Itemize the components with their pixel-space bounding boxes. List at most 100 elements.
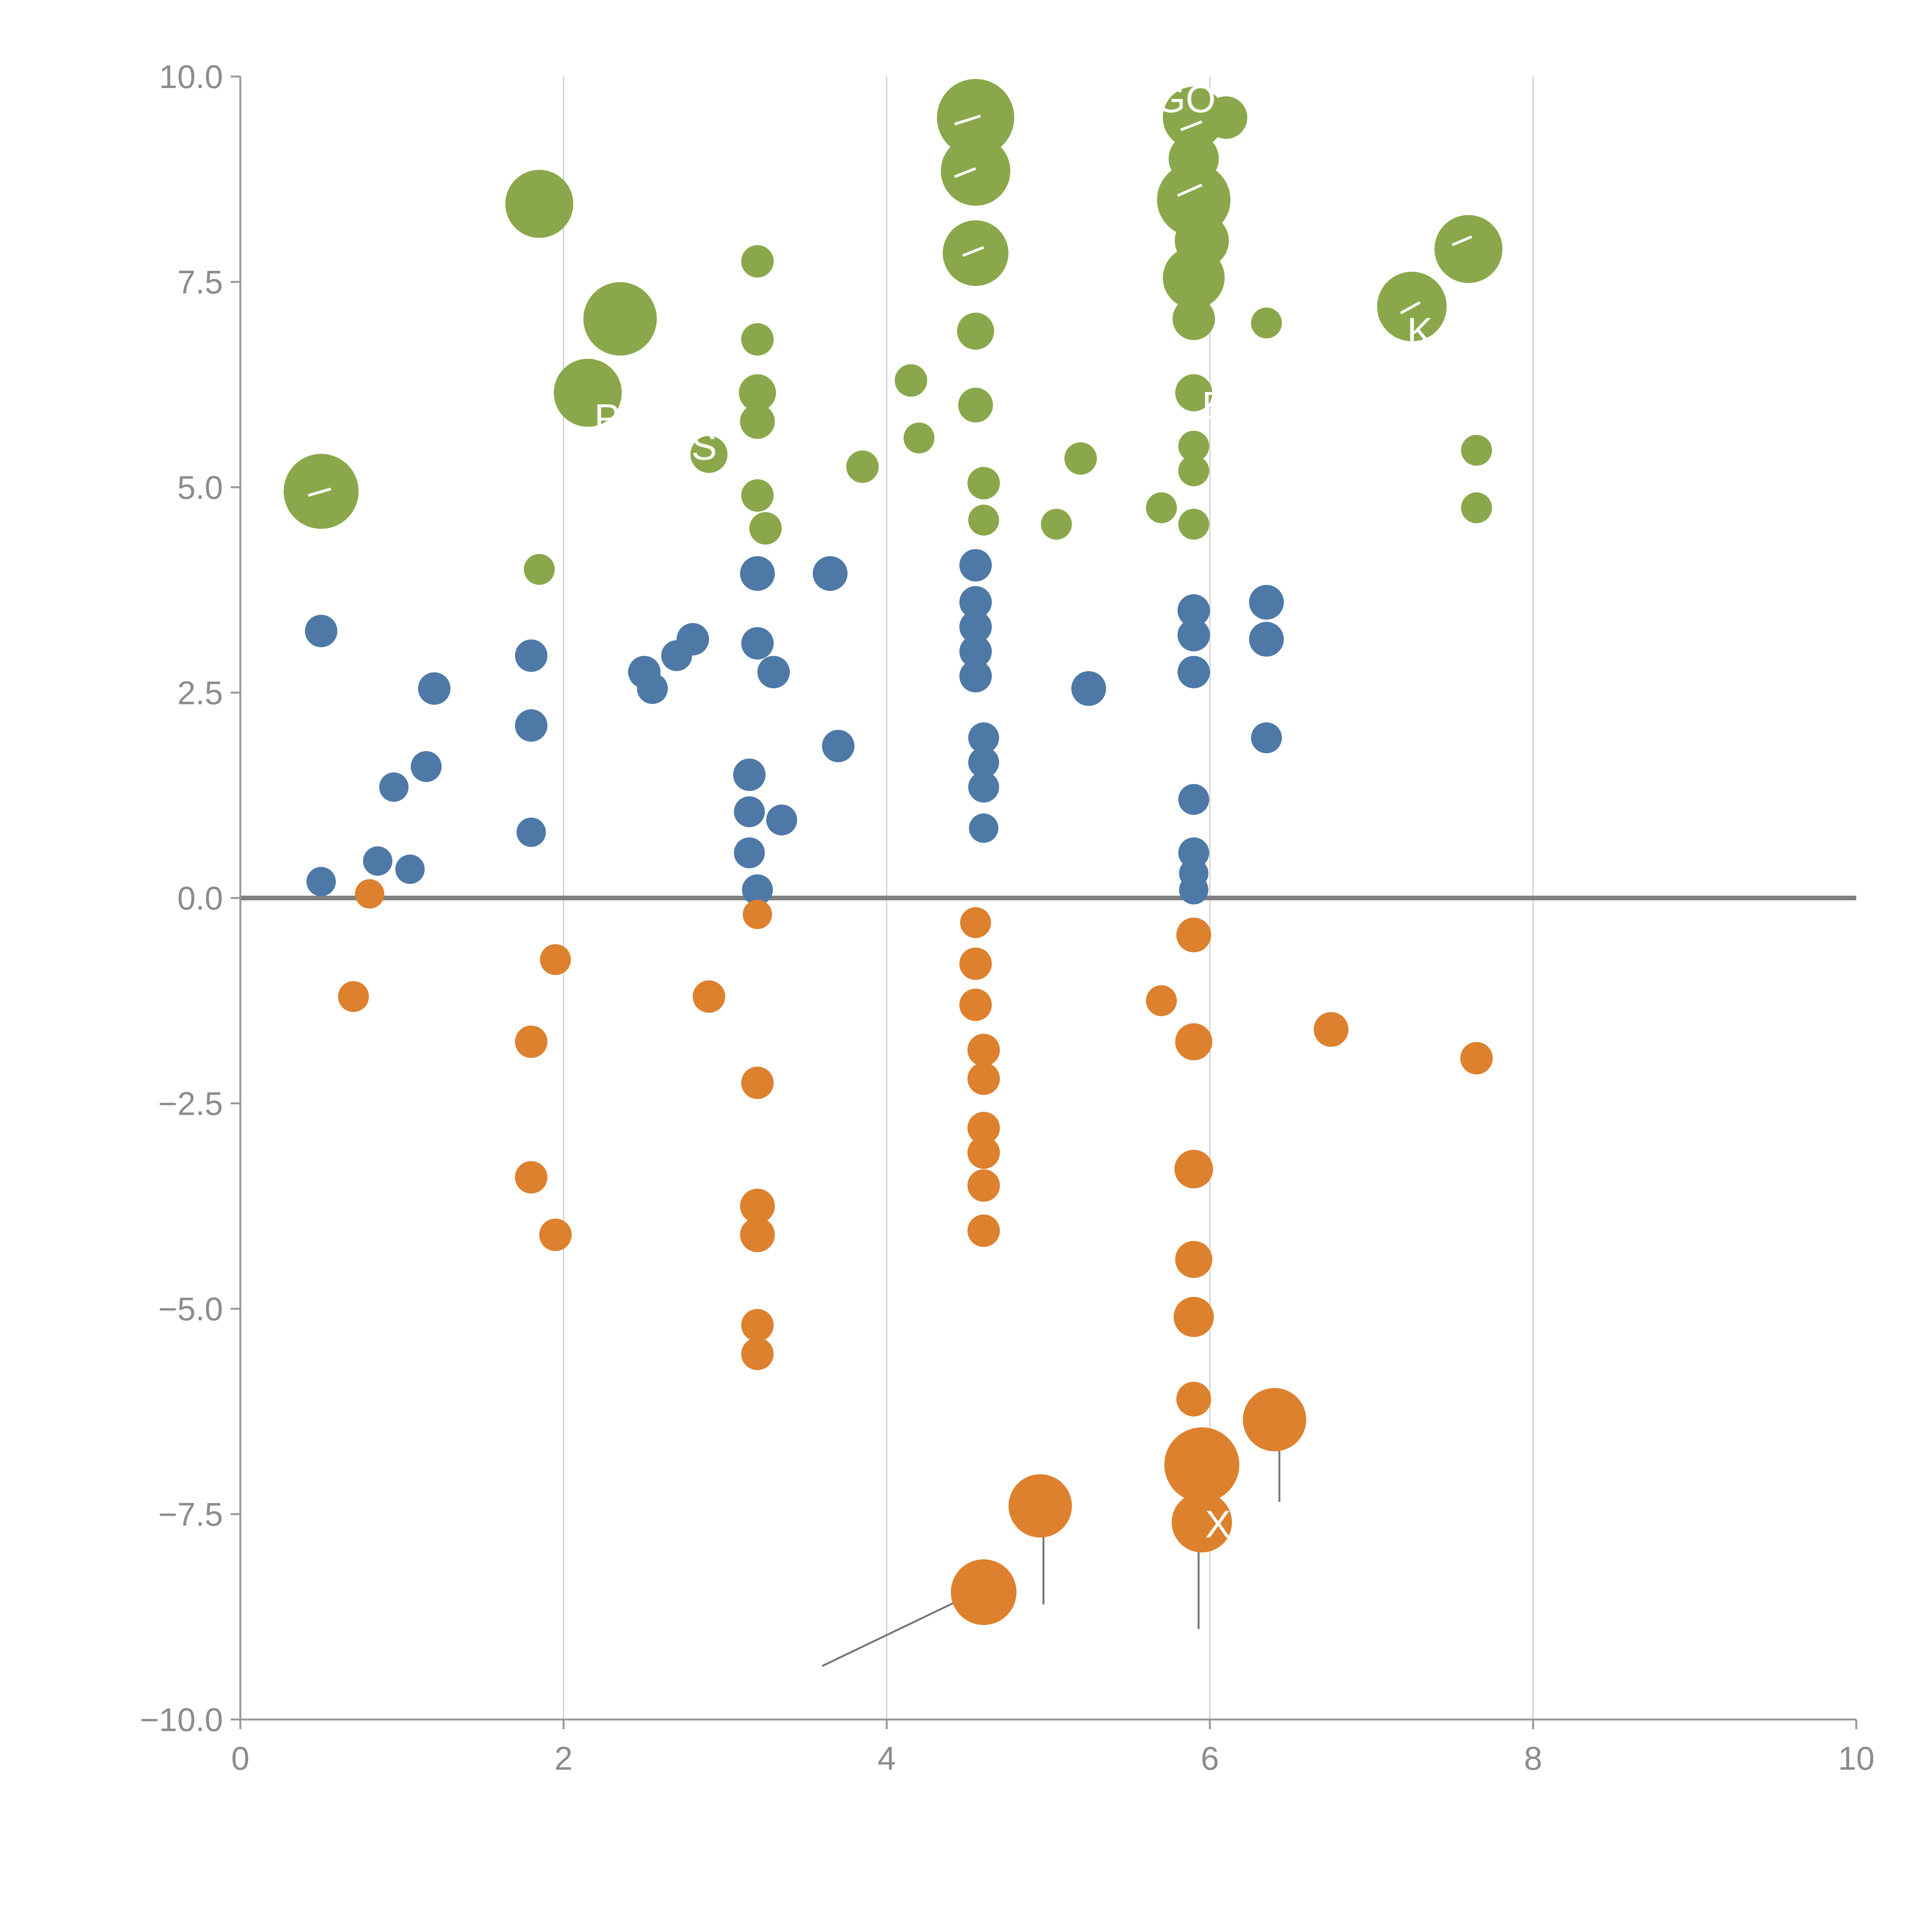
bubble-mark (954, 114, 981, 126)
y-tick-label: −10.0 (140, 1702, 223, 1738)
bubble-mark (1180, 120, 1202, 131)
data-point-blue (734, 796, 765, 827)
data-point-orange (959, 947, 992, 980)
data-point-blue (959, 549, 992, 582)
data-point-blue (1179, 875, 1209, 905)
data-point-blue (1249, 622, 1284, 657)
x-tick-label: 0 (231, 1740, 249, 1777)
y-tick-label: 7.5 (177, 264, 223, 301)
data-point-green (846, 450, 879, 483)
data-point-orange (967, 1062, 1000, 1095)
data-point-orange (1175, 1241, 1213, 1278)
data-point-green (1146, 492, 1177, 524)
data-point-orange (1009, 1474, 1072, 1538)
data-point-blue (969, 813, 998, 843)
data-point-green (1064, 442, 1097, 475)
data-point-green (741, 323, 774, 356)
data-point-blue (741, 627, 774, 660)
data-point-green (690, 435, 728, 473)
data-point-green (1205, 96, 1248, 139)
data-point-blue (968, 747, 999, 778)
y-tick-label: −7.5 (158, 1497, 223, 1533)
data-point-orange (540, 944, 571, 975)
bubble-mark (1400, 301, 1421, 315)
bubble-label: X (1205, 1503, 1231, 1546)
data-point-blue (734, 837, 765, 869)
data-point-orange (741, 1309, 774, 1342)
x-tick-label: 10 (1838, 1740, 1875, 1777)
bubble-label: P (594, 396, 620, 439)
data-point-blue (766, 804, 797, 836)
data-point-blue (306, 867, 336, 896)
data-point-orange (967, 1169, 1000, 1202)
data-point-orange (967, 1136, 1000, 1169)
data-point-blue (1249, 585, 1284, 620)
data-point-green (967, 467, 1000, 500)
data-point-blue (959, 635, 992, 668)
data-point-orange (539, 1218, 572, 1251)
data-point-green (895, 364, 927, 397)
data-point-green (958, 388, 993, 423)
data-point-blue (959, 611, 992, 643)
data-point-green (1461, 435, 1492, 466)
data-point-blue (515, 709, 548, 742)
data-point-orange (1460, 1042, 1493, 1075)
data-point-blue (676, 623, 709, 656)
data-point-green (1163, 87, 1225, 149)
bubble-mark (962, 246, 984, 257)
data-point-orange (967, 1214, 1000, 1247)
x-tick-label: 6 (1201, 1740, 1219, 1777)
data-point-orange (959, 988, 992, 1021)
leader-line (821, 1595, 968, 1667)
data-point-green (1178, 430, 1209, 462)
x-tick-label: 8 (1524, 1740, 1542, 1777)
data-point-green (739, 374, 776, 412)
data-point-green (1178, 509, 1209, 540)
data-point-orange (741, 1337, 774, 1370)
data-point-green (749, 512, 782, 545)
data-point-blue (305, 615, 338, 648)
data-point-blue (1251, 722, 1282, 753)
y-tick-label: 0.0 (177, 880, 223, 917)
data-point-orange (1174, 1150, 1213, 1189)
data-point-green (583, 282, 657, 356)
data-point-green (505, 170, 573, 238)
data-point-blue (742, 874, 773, 905)
data-point-orange (692, 980, 725, 1013)
data-point-green (942, 220, 1009, 286)
data-point-blue (395, 854, 425, 884)
data-point-orange (1146, 985, 1177, 1016)
data-point-green (1178, 455, 1209, 486)
data-point-orange (355, 879, 384, 909)
data-point-green (1175, 374, 1213, 412)
data-point-green (554, 359, 622, 427)
data-point-blue (1177, 619, 1210, 651)
data-point-blue (1177, 594, 1210, 627)
y-tick-label: 5.0 (177, 469, 223, 506)
data-point-green (903, 422, 935, 454)
data-point-blue (822, 730, 855, 762)
bubble-label: S (691, 425, 717, 468)
data-point-orange (1313, 1012, 1349, 1047)
data-point-blue (1177, 656, 1210, 689)
data-point-green (1163, 247, 1225, 309)
data-point-orange (1164, 1427, 1240, 1502)
data-point-blue (1178, 784, 1209, 815)
data-point-orange (1173, 1297, 1214, 1337)
data-point-orange (967, 1112, 1000, 1145)
bubble-mark (308, 487, 332, 497)
bubble-mark (1177, 184, 1202, 197)
data-point-green (524, 554, 555, 585)
data-point-blue (740, 556, 775, 591)
data-point-blue (1071, 671, 1106, 706)
data-point-orange (960, 907, 991, 938)
data-point-orange (1172, 1492, 1232, 1553)
data-point-orange (951, 1559, 1017, 1625)
data-point-green (1172, 298, 1215, 340)
data-point-green (741, 245, 774, 278)
data-point-green (968, 505, 999, 536)
data-point-blue (968, 771, 999, 803)
y-tick-label: −5.0 (158, 1291, 223, 1328)
